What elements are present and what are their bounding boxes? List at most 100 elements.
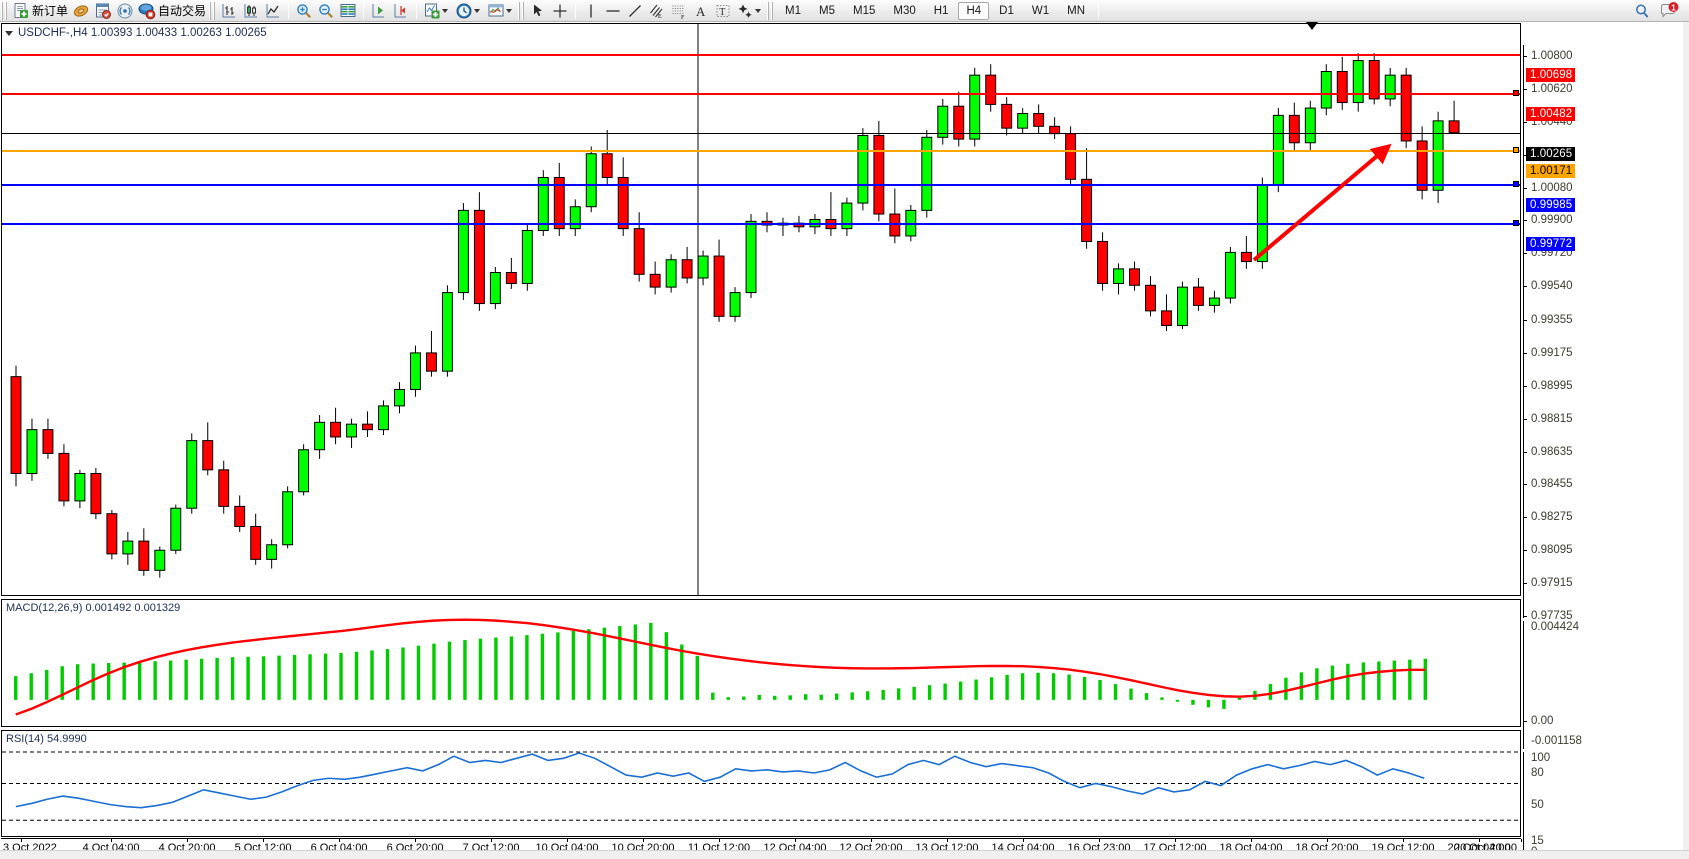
rsi-panel[interactable]: RSI(14) 54.9990 bbox=[1, 730, 1521, 837]
shapes-caret-icon[interactable] bbox=[755, 8, 762, 13]
macd-histogram-bar bbox=[1206, 699, 1211, 708]
bar-chart-button[interactable] bbox=[218, 1, 240, 21]
crosshair-button[interactable] bbox=[549, 1, 571, 21]
level-price-label-support-lower[interactable]: 0.99772 bbox=[1526, 236, 1576, 251]
macd-axis[interactable]: 0.004424 0.00 -0.001158 bbox=[1523, 621, 1689, 749]
timeframe-m15[interactable]: M15 bbox=[853, 4, 876, 17]
timeframe-mn[interactable]: MN bbox=[1067, 4, 1085, 17]
data-window-button[interactable] bbox=[92, 1, 114, 21]
price-axis[interactable]: 1.00800 1.00620 1.00440 1.00080 0.99900 0.997… bbox=[1523, 45, 1689, 622]
timeframe-m1[interactable]: M1 bbox=[785, 4, 802, 17]
macd-histogram-bar bbox=[447, 641, 452, 700]
macd-label: MACD(12,26,9) 0.001492 0.001329 bbox=[6, 602, 181, 614]
toolbar-separator-1 bbox=[288, 2, 290, 19]
candle-body bbox=[1065, 133, 1077, 180]
time-tick bbox=[1023, 839, 1024, 842]
time-tick bbox=[1521, 839, 1522, 842]
chart-shift-button[interactable] bbox=[390, 1, 412, 21]
equidistant-channel-button[interactable]: E bbox=[646, 1, 668, 21]
auto-scroll-button[interactable] bbox=[368, 1, 390, 21]
toolbar-grip-charts[interactable] bbox=[209, 1, 217, 20]
macd-histogram-bar bbox=[974, 679, 978, 700]
candle-body bbox=[1320, 71, 1332, 109]
signals-button[interactable] bbox=[114, 1, 136, 21]
horizontal-line-button[interactable] bbox=[602, 1, 624, 21]
candle-body bbox=[202, 440, 214, 471]
level-line-resistance-upper[interactable] bbox=[2, 53, 1520, 56]
expert-advisors-button[interactable] bbox=[70, 1, 92, 21]
price-tick-label: 1.00620 bbox=[1531, 82, 1573, 95]
timeframe-h4[interactable]: H4 bbox=[958, 1, 990, 20]
price-chart-panel[interactable]: USDCHF-,H4 1.00393 1.00433 1.00263 1.002… bbox=[1, 23, 1521, 596]
line-chart-button[interactable] bbox=[262, 1, 284, 21]
chart-area[interactable]: USDCHF-,H4 1.00393 1.00433 1.00263 1.002… bbox=[0, 22, 1689, 859]
macd-histogram-bar bbox=[757, 694, 761, 700]
level-anchor-resistance-lower[interactable] bbox=[1513, 90, 1519, 97]
candle-body bbox=[1192, 286, 1204, 306]
vertical-line-button[interactable] bbox=[580, 1, 602, 21]
level-line-support-lower[interactable] bbox=[2, 222, 1520, 225]
macd-histogram-bar bbox=[494, 637, 498, 700]
macd-histogram-bar bbox=[804, 694, 808, 700]
search-button[interactable] bbox=[1631, 1, 1653, 21]
rsi-axis-line bbox=[1523, 752, 1524, 859]
level-anchor-support-upper[interactable] bbox=[1513, 180, 1519, 187]
market-watch-button[interactable] bbox=[337, 1, 359, 21]
level-line-support-upper[interactable] bbox=[2, 183, 1520, 186]
candle-body bbox=[1224, 251, 1236, 299]
level-line-current-price[interactable] bbox=[2, 132, 1520, 134]
time-tick bbox=[1403, 839, 1404, 842]
timeframe-d1[interactable]: D1 bbox=[999, 4, 1014, 17]
macd-histogram-bar bbox=[1067, 674, 1071, 700]
level-anchor-orange-level[interactable] bbox=[1513, 146, 1519, 153]
period-caret-icon[interactable] bbox=[474, 8, 481, 13]
add-indicator-button[interactable] bbox=[421, 1, 453, 21]
timeframe-m30[interactable]: M30 bbox=[893, 4, 916, 17]
candle-body bbox=[985, 74, 997, 105]
level-anchor-support-lower[interactable] bbox=[1513, 219, 1519, 226]
candle-body bbox=[266, 544, 278, 560]
period-button[interactable] bbox=[453, 1, 485, 21]
level-price-label-orange-level[interactable]: 1.00171 bbox=[1526, 163, 1576, 178]
timeframe-w1[interactable]: W1 bbox=[1031, 4, 1050, 17]
candle-body bbox=[106, 513, 118, 555]
cursor-button[interactable] bbox=[527, 1, 549, 21]
candle-body bbox=[729, 292, 741, 317]
toolbar-grip[interactable] bbox=[1, 1, 8, 20]
trendline-button[interactable] bbox=[624, 1, 646, 21]
rsi-axis[interactable]: 1008050150 bbox=[1523, 752, 1689, 859]
time-tick bbox=[643, 839, 644, 842]
label-button[interactable]: T bbox=[712, 1, 734, 21]
price-candles bbox=[10, 24, 1460, 595]
zoom-out-button[interactable] bbox=[315, 1, 337, 21]
add-indicator-caret-icon[interactable] bbox=[442, 8, 449, 13]
level-line-resistance-lower[interactable] bbox=[2, 93, 1520, 96]
level-price-label-current-price[interactable]: 1.00265 bbox=[1526, 146, 1576, 161]
timeframe-m5[interactable]: M5 bbox=[819, 4, 835, 17]
macd-panel[interactable]: MACD(12,26,9) 0.001492 0.001329 bbox=[1, 599, 1521, 727]
candle-body bbox=[58, 452, 70, 502]
macd-histogram-bar bbox=[292, 654, 297, 700]
templates-button[interactable] bbox=[485, 1, 517, 21]
text-button[interactable]: A bbox=[690, 1, 712, 21]
macd-histogram-bar bbox=[1408, 659, 1412, 700]
new-order-button[interactable]: 新订单 bbox=[10, 1, 70, 21]
templates-caret-icon[interactable] bbox=[506, 8, 513, 13]
timeframe-h1[interactable]: H1 bbox=[933, 4, 949, 17]
level-price-label-resistance-upper[interactable]: 1.00698 bbox=[1526, 67, 1576, 82]
fibonacci-button[interactable]: F bbox=[668, 1, 690, 21]
toolbar-grip-draw[interactable] bbox=[518, 1, 526, 20]
level-line-orange-level[interactable] bbox=[2, 149, 1520, 152]
vertical-scrollbar[interactable] bbox=[1683, 22, 1689, 859]
level-price-label-resistance-lower[interactable]: 1.00482 bbox=[1526, 107, 1576, 122]
chart-menu-triangle-icon[interactable] bbox=[5, 30, 13, 36]
zoom-in-button[interactable] bbox=[293, 1, 315, 21]
alerts-button[interactable]: 1 bbox=[1657, 1, 1681, 21]
price-tick-label: 0.99355 bbox=[1531, 313, 1573, 326]
new-order-icon bbox=[12, 2, 30, 20]
toolbar-grip-periods[interactable] bbox=[767, 1, 775, 20]
autotrading-button[interactable]: 自动交易 bbox=[136, 1, 208, 21]
level-price-label-support-upper[interactable]: 0.99985 bbox=[1526, 197, 1576, 212]
candlestick-chart-button[interactable] bbox=[240, 1, 262, 21]
shapes-button[interactable] bbox=[734, 1, 766, 21]
